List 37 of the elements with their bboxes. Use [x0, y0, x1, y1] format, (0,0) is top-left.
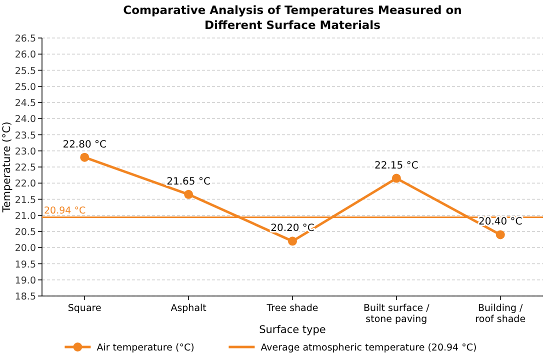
data-label: 21.65 °C: [166, 176, 210, 188]
y-tick-label: 22.0: [14, 178, 36, 190]
y-tick-label: 26.5: [14, 34, 36, 44]
point: [392, 174, 401, 183]
x-tick-label: Square: [68, 303, 102, 314]
point: [80, 152, 90, 162]
y-tick-label: 24.0: [14, 114, 36, 126]
y-tick-label: 25.0: [14, 82, 36, 93]
y-tick-label: 25.5: [14, 66, 36, 77]
y-tick-label: 20.5: [14, 227, 36, 238]
legend-label: Air temperature (°C): [96, 342, 194, 354]
x-axis-title: Surface type: [259, 324, 326, 336]
x-tick-label: Asphalt: [170, 303, 207, 314]
legend-label: Average atmospheric temperature (20.94 °C): [260, 342, 477, 354]
data-label: 20.40 °C: [478, 216, 522, 228]
y-tick-label: 23.0: [14, 146, 36, 158]
y-tick-label: 22.5: [14, 162, 36, 174]
y-tick-label: 20.0: [14, 243, 36, 254]
point: [288, 236, 297, 246]
y-tick-label: 23.5: [14, 130, 36, 142]
chart-title: Comparative Analysis of Temperatures Measured on Different Surface Materials: [123, 3, 462, 32]
y-tick-label: 26.0: [14, 50, 36, 61]
y-tick-label: 18.5: [14, 292, 36, 302]
x-tick-label: Tree shade: [266, 303, 318, 314]
data-label: 22.15 °C: [374, 160, 418, 172]
y-tick-label: 19.0: [14, 275, 36, 286]
point: [184, 190, 194, 199]
y-tick-label: 21.0: [14, 210, 36, 222]
y-tick-label: 19.5: [14, 259, 36, 270]
x-tick-label: Building / roof shade: [475, 303, 526, 325]
y-tick-label: 21.5: [14, 194, 36, 206]
x-tick-label: Built surface / stone paving: [363, 303, 430, 325]
data-label: 22.80 °C: [62, 139, 107, 150]
annotation: 20.94 °C: [44, 205, 86, 216]
y-tick-label: 24.5: [14, 98, 36, 109]
y-axis-title: Temperature (°C): [1, 122, 13, 214]
point: [496, 230, 505, 240]
